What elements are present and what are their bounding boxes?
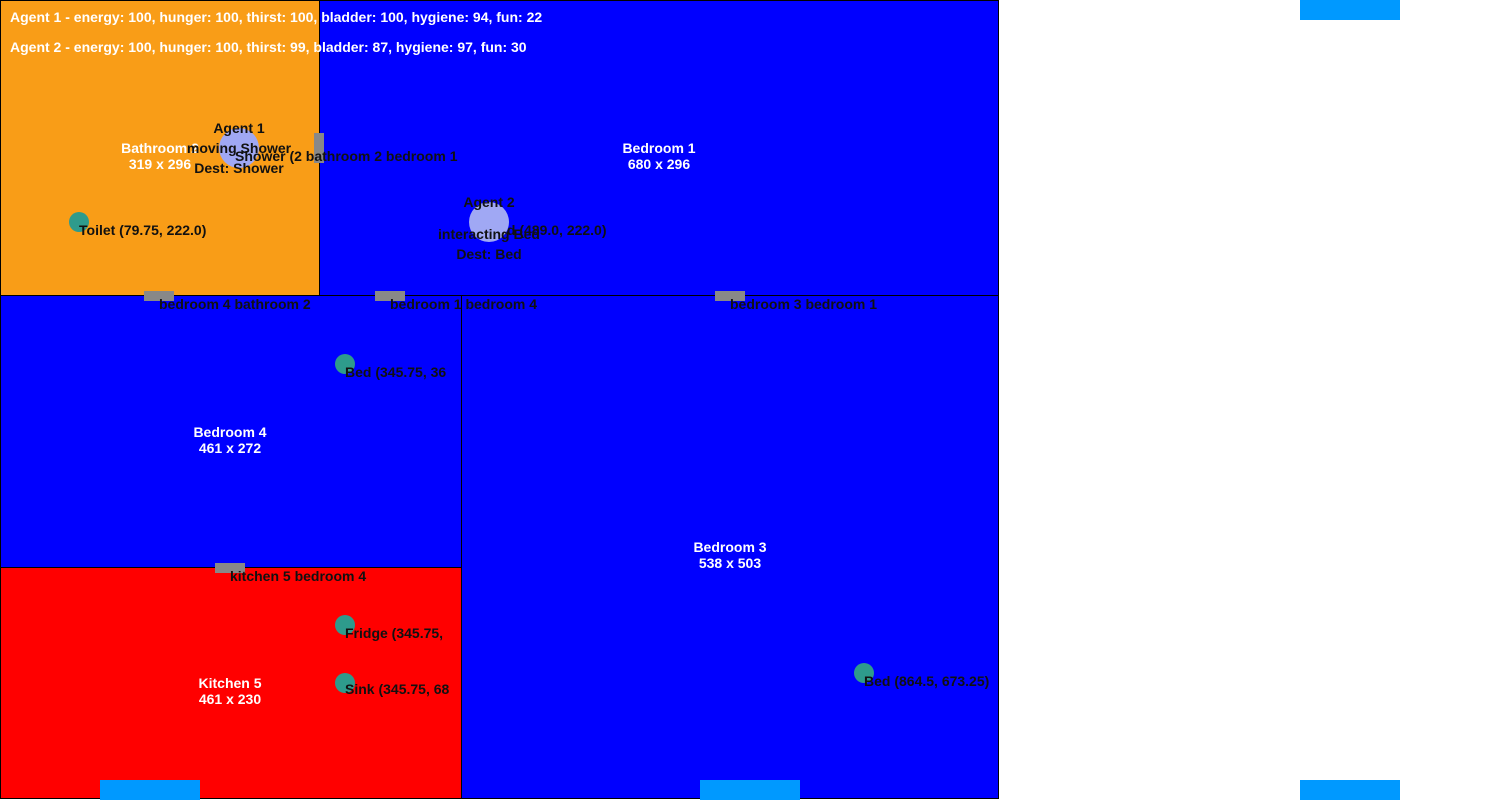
- bed-label-clip-bedroom-4: Bed (345.75, 36: [345, 362, 461, 384]
- room-label-kitchen-5: Kitchen 5 461 x 230: [198, 675, 261, 707]
- agent-1-dest: Dest: Shower: [194, 160, 284, 176]
- agent-2-stats: Agent 2 - energy: 100, hunger: 100, thir…: [10, 39, 527, 55]
- sink-label-clip: Sink (345.75, 68: [345, 679, 461, 701]
- fridge-object[interactable]: [335, 615, 355, 635]
- door-bedroom4-bathroom2[interactable]: [144, 291, 174, 301]
- room-name: Bathroom 2: [121, 140, 199, 156]
- sink-label: Sink (345.75, 68: [345, 681, 450, 697]
- door-label-bedroom3-bedroom1: bedroom 3 bedroom 1: [730, 296, 878, 312]
- bottom-tab-3: [1300, 780, 1400, 800]
- room-name: Bedroom 1: [622, 140, 696, 156]
- toilet-label: Toilet (79.75, 222.0): [79, 222, 207, 238]
- bed-object-bedroom-3[interactable]: [854, 663, 874, 683]
- bed-label-bedroom-1: Bed (489.0, 222.0): [489, 222, 607, 238]
- agent-1-name: Agent 1: [213, 120, 265, 136]
- room-label-bedroom-3: Bedroom 3 538 x 503: [693, 539, 766, 571]
- door-label-bedroom4-bathroom2: bedroom 4 bathroom 2: [159, 296, 311, 312]
- bed-object-bedroom-4[interactable]: [335, 354, 355, 374]
- top-tab-3: [1300, 0, 1400, 20]
- door-label-kitchen5-bedroom4: kitchen 5 bedroom 4: [230, 568, 367, 584]
- room-name: Kitchen 5: [198, 675, 262, 691]
- sink-object[interactable]: [335, 673, 355, 693]
- door-label-bedroom1-bedroom4: bedroom 1 bedroom 4: [390, 296, 538, 312]
- fridge-label: Fridge (345.75,: [345, 625, 444, 641]
- room-size: 319 x 296: [128, 156, 192, 172]
- agent-1-info: Agent 1 moving Shower Dest: Shower: [187, 118, 291, 178]
- door-bathroom2-bedroom1[interactable]: [314, 133, 324, 163]
- room-bedroom-1: [319, 0, 999, 296]
- room-name: Bedroom 3: [693, 539, 767, 555]
- agent-2-status: interacting Bed: [438, 226, 540, 242]
- agent-1-avatar[interactable]: [219, 128, 259, 168]
- bed-label-bedroom-4: Bed (345.75, 36: [345, 364, 447, 380]
- door-bedroom3-bedroom1[interactable]: [715, 291, 745, 301]
- fridge-label-clip: Fridge (345.75,: [345, 623, 461, 645]
- bottom-tab-1: [100, 780, 200, 800]
- room-label-bathroom-2: Bathroom 2 319 x 296: [121, 140, 199, 172]
- agent-2-name: Agent 2: [463, 194, 515, 210]
- room-size: 538 x 503: [698, 555, 762, 571]
- agent-2-avatar[interactable]: [469, 202, 509, 242]
- room-name: Bedroom 4: [193, 424, 267, 440]
- door-bedroom1-bedroom4[interactable]: [375, 291, 405, 301]
- agent-2-info: Agent 2 interacting Bed Dest: Bed: [438, 192, 540, 264]
- room-label-bedroom-1: Bedroom 1 680 x 296: [622, 140, 695, 172]
- bed-label-bedroom-3: Bed (864.5, 673.25): [864, 673, 990, 689]
- room-bedroom-4: [0, 295, 462, 568]
- room-bedroom-3: [461, 295, 999, 799]
- room-size: 461 x 230: [198, 691, 262, 707]
- agent-2-dest: Dest: Bed: [456, 246, 522, 262]
- door-label-bathroom2-bedroom1: Shower (2 bathroom 2 bedroom 1: [235, 148, 458, 164]
- toilet-object[interactable]: [69, 212, 89, 232]
- agent-1-stats: Agent 1 - energy: 100, hunger: 100, thir…: [10, 9, 543, 25]
- room-size: 680 x 296: [627, 156, 691, 172]
- room-size: 461 x 272: [198, 440, 262, 456]
- room-kitchen-5: [0, 567, 462, 799]
- bottom-tab-2: [700, 780, 800, 800]
- door-kitchen5-bedroom4[interactable]: [215, 563, 245, 573]
- room-label-bedroom-4: Bedroom 4 461 x 272: [193, 424, 266, 456]
- agent-1-status: moving Shower: [186, 140, 292, 156]
